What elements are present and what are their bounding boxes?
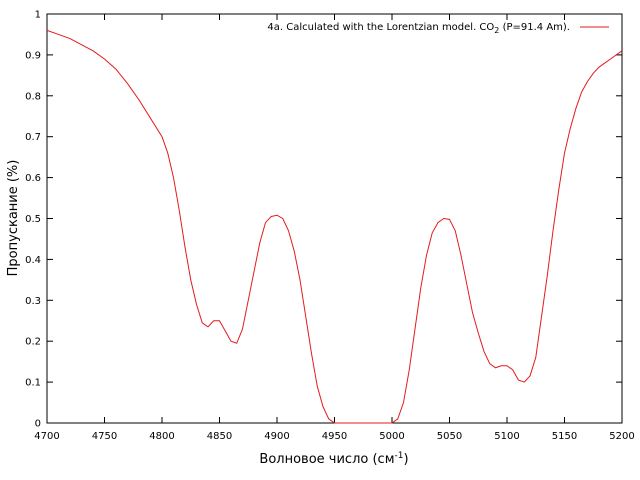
x-tick-label: 4950 — [322, 431, 347, 442]
y-tick-label: 0.3 — [25, 296, 41, 307]
legend: 4a. Calculated with the Lorentzian model… — [267, 22, 609, 35]
x-tick-label: 4700 — [34, 431, 59, 442]
x-tick-label: 4750 — [92, 431, 117, 442]
x-tick-label: 5100 — [494, 431, 519, 442]
y-tick-label: 0.7 — [25, 132, 41, 143]
y-tick-label: 0.6 — [25, 173, 41, 184]
y-tick-label: 0.8 — [25, 91, 41, 102]
y-tick-label: 0 — [35, 419, 41, 430]
x-tick-label: 4850 — [207, 431, 232, 442]
legend-entry-suffix: (P=91.4 Am). — [499, 22, 570, 33]
legend-entry-subscript: 2 — [494, 26, 499, 35]
y-tick-label: 0.9 — [25, 50, 41, 61]
y-tick-label: 0.1 — [25, 378, 41, 389]
x-tick-label: 5150 — [552, 431, 577, 442]
x-axis-title-suffix: ) — [403, 452, 408, 467]
y-tick-label: 0.4 — [25, 255, 41, 266]
legend-entry-label: 4a. Calculated with the Lorentzian model… — [267, 22, 570, 35]
x-tick-label: 4800 — [149, 431, 174, 442]
x-axis-title: Волновое число (см-1) — [259, 451, 408, 467]
x-axis-title-superscript: -1 — [395, 451, 404, 461]
y-tick-label: 0.2 — [25, 337, 41, 348]
y-axis: 0 0.1 0.2 0.3 0.4 0.5 0.6 0.7 0.8 0.9 1 — [25, 10, 622, 430]
series-line — [46, 29, 623, 424]
y-tick-label: 1 — [35, 10, 41, 21]
x-axis: 4700 4750 4800 4850 4900 4950 5000 5050 5100 5150… — [34, 14, 635, 442]
x-tick-label: 5200 — [609, 431, 634, 442]
y-axis-title: Пропускание (%) — [6, 160, 21, 277]
y-tick-label: 0.5 — [25, 214, 41, 225]
x-tick-label: 5000 — [379, 431, 404, 442]
x-tick-label: 4900 — [264, 431, 289, 442]
x-tick-label: 5050 — [437, 431, 462, 442]
plot-frame — [46, 13, 623, 424]
